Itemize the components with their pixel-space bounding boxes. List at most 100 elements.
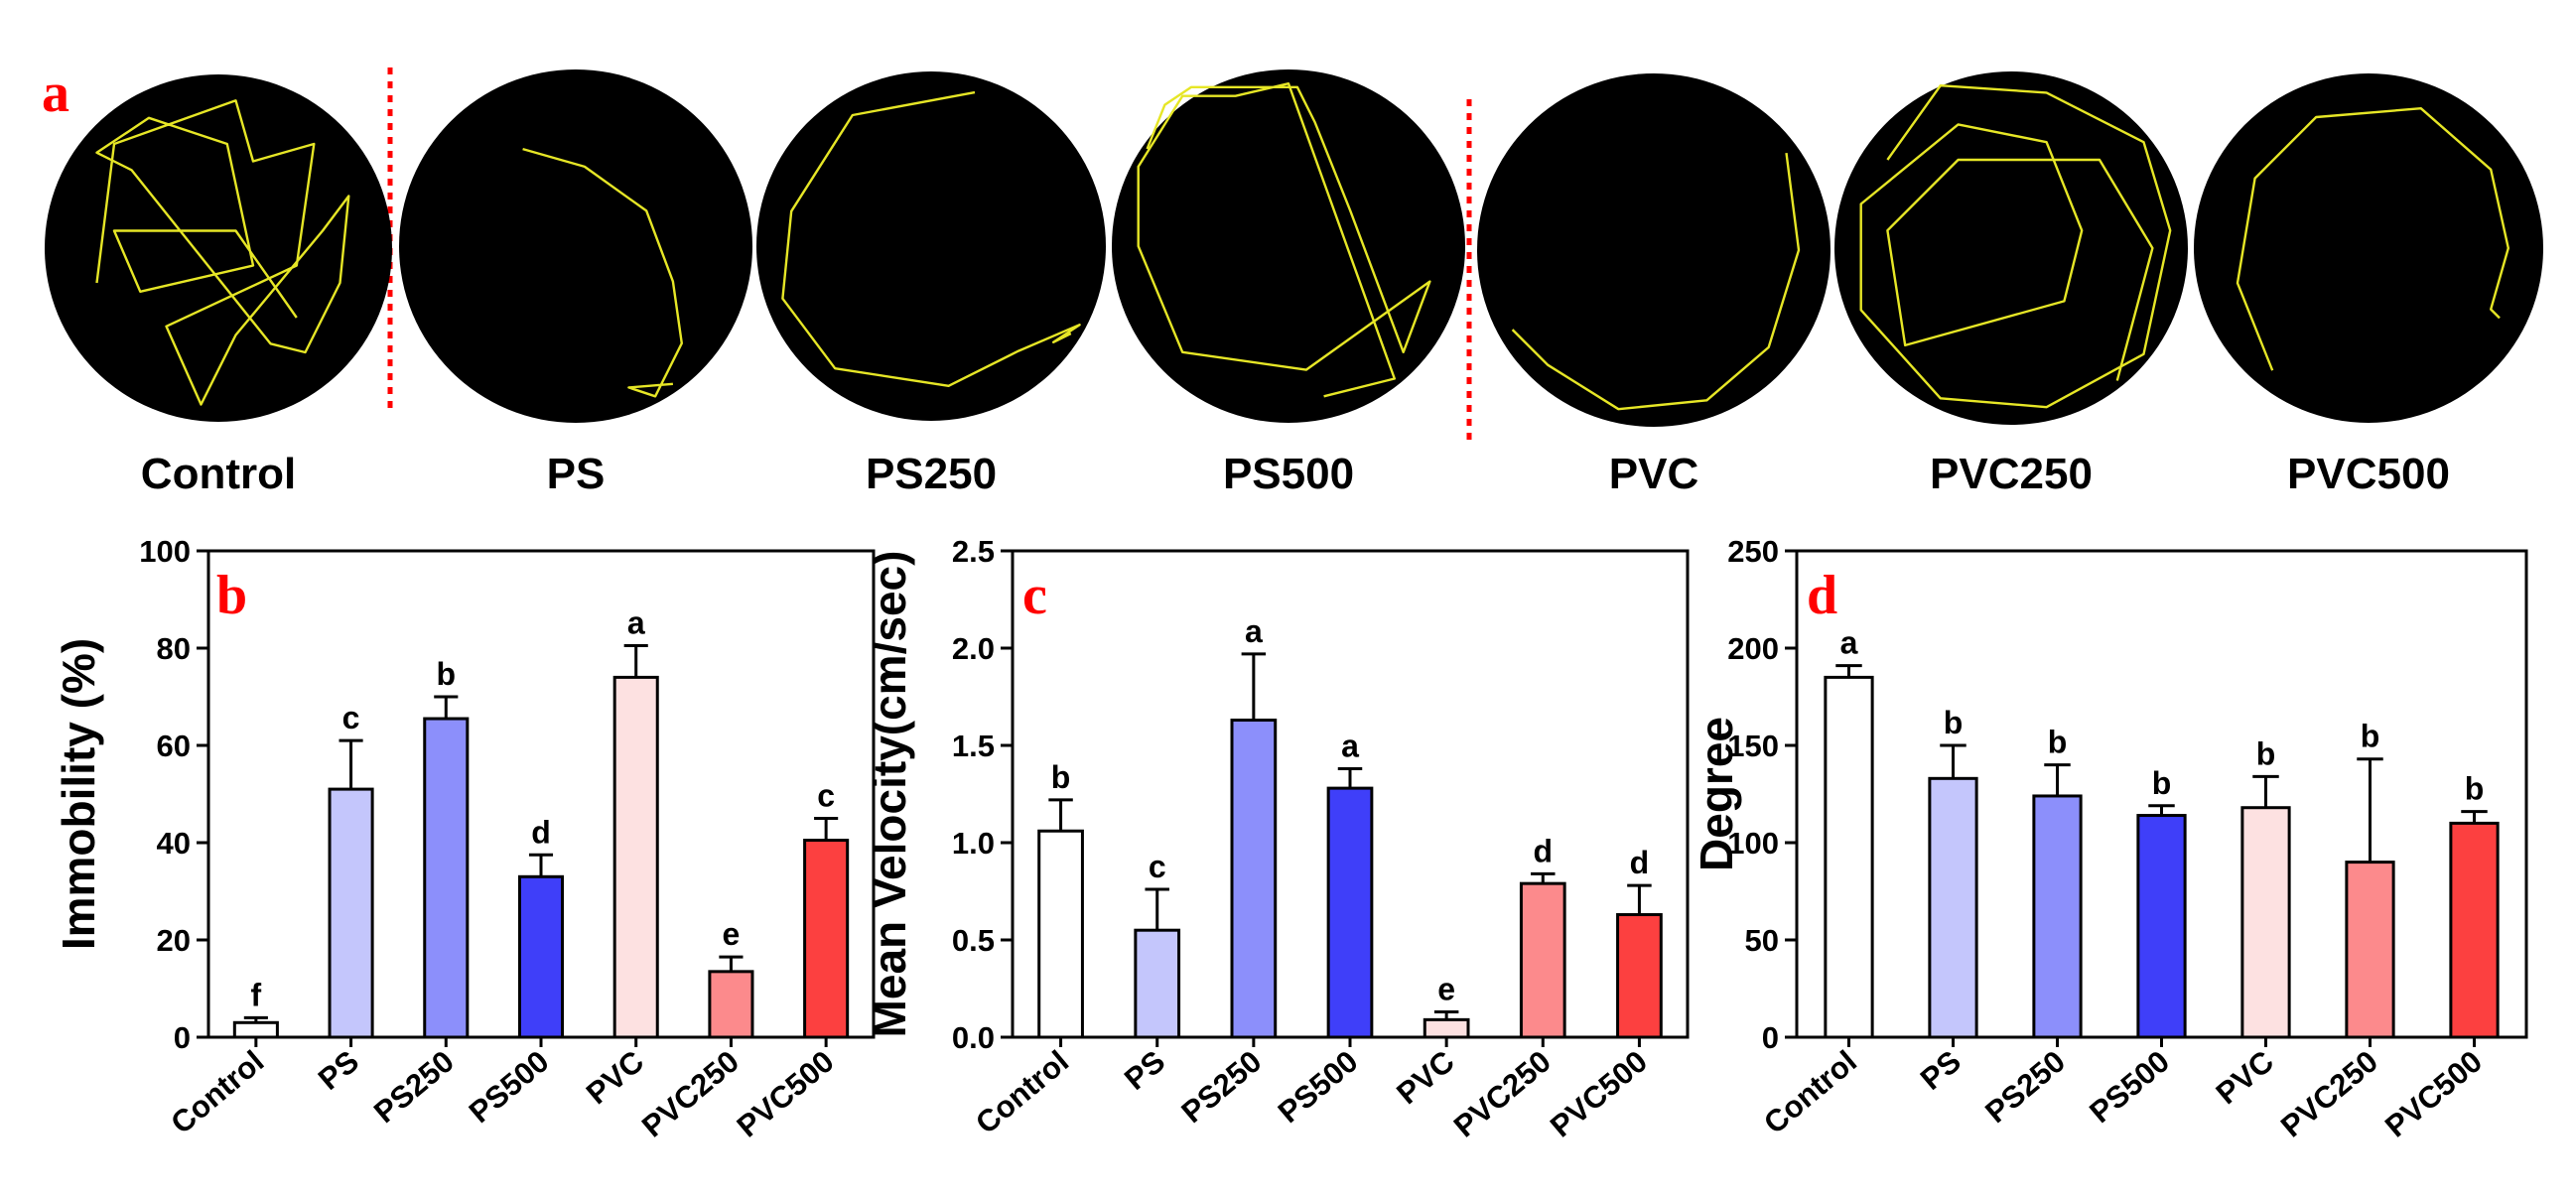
arena-circle-ps xyxy=(399,69,752,423)
category-label-c-pvc500: PVC500 xyxy=(1544,1044,1654,1144)
significance-label-d-ps500: b xyxy=(2152,765,2172,801)
significance-label-b-control: f xyxy=(251,977,262,1012)
arena-ps500: PS500 xyxy=(1112,69,1465,498)
significance-label-c-pvc: e xyxy=(1437,972,1455,1007)
arena-circle-ps500 xyxy=(1112,69,1465,423)
y-tick-label-b: 100 xyxy=(139,534,191,569)
bar-d-pvc250 xyxy=(2345,861,2395,1039)
arena-control: Control xyxy=(45,74,392,498)
significance-label-c-ps: c xyxy=(1149,849,1166,884)
y-axis-title-d: Degree xyxy=(1691,717,1742,871)
y-tick-label-c: 0.0 xyxy=(952,1020,995,1055)
bar-c-ps500 xyxy=(1326,786,1374,1039)
category-label-b-pvc250: PVC250 xyxy=(635,1044,746,1144)
arena-ps: PS xyxy=(399,69,752,498)
significance-label-d-ps250: b xyxy=(2048,725,2068,760)
y-tick-label-c: 1.0 xyxy=(952,826,995,861)
significance-label-b-ps: c xyxy=(342,700,360,735)
bar-d-ps xyxy=(1928,776,1978,1039)
y-tick-label-d: 0 xyxy=(1762,1020,1779,1055)
bar-d-ps500 xyxy=(2136,814,2187,1039)
trajectory-pvc500 xyxy=(2236,106,2510,371)
category-label-d-control: Control xyxy=(1757,1044,1863,1141)
panel-letter-b: b xyxy=(216,565,247,626)
trajectory-ps500 xyxy=(1137,81,1431,398)
significance-label-c-pvc500: d xyxy=(1630,845,1650,880)
category-label-c-pvc250: PVC250 xyxy=(1447,1044,1558,1144)
bar-d-control xyxy=(1824,675,1874,1039)
significance-label-d-control: a xyxy=(1840,625,1858,661)
trajectory-control xyxy=(95,99,350,406)
category-label-d-pvc500: PVC500 xyxy=(2378,1044,2489,1144)
category-label-d-ps: PS xyxy=(1914,1044,1967,1097)
significance-label-b-pvc: a xyxy=(627,605,645,641)
category-label-c-ps250: PS250 xyxy=(1175,1044,1269,1131)
arena-label-pvc: PVC xyxy=(1609,450,1698,498)
arena-circle-pvc xyxy=(1477,73,1830,427)
category-label-c-pvc: PVC xyxy=(1390,1044,1460,1112)
category-label-b-pvc500: PVC500 xyxy=(731,1044,841,1144)
panel-letter-a: a xyxy=(42,63,69,124)
category-label-c-control: Control xyxy=(969,1044,1075,1141)
arena-label-ps500: PS500 xyxy=(1223,450,1354,498)
category-label-b-ps250: PS250 xyxy=(367,1044,461,1131)
panel-letter-c: c xyxy=(1022,565,1047,626)
significance-label-b-pvc250: e xyxy=(723,916,741,952)
bar-c-control xyxy=(1037,829,1084,1039)
bar-b-pvc500 xyxy=(803,839,850,1039)
significance-label-d-pvc250: b xyxy=(2361,719,2380,754)
bar-b-ps250 xyxy=(423,717,470,1039)
y-tick-label-b: 20 xyxy=(157,923,191,958)
arena-circle-pvc500 xyxy=(2194,73,2543,423)
arena-circle-pvc250 xyxy=(1834,71,2188,425)
panel-c-velocity-chart: c 0.0 0.5 1.0 1.5 2.0 2.5 Mean Velocity(cm/sec… xyxy=(864,534,1690,1144)
category-label-b-pvc: PVC xyxy=(580,1044,650,1112)
y-axis-title-c: Mean Velocity(cm/sec) xyxy=(864,551,915,1038)
y-tick-label-d: 50 xyxy=(1745,923,1779,958)
panel-letter-d: d xyxy=(1807,565,1837,626)
category-label-b-control: Control xyxy=(164,1044,270,1141)
y-tick-label-b: 40 xyxy=(157,826,191,861)
y-tick-label-d: 150 xyxy=(1727,729,1779,763)
arena-circle-control xyxy=(45,74,392,422)
significance-label-b-ps250: b xyxy=(437,656,457,692)
y-tick-label-c: 2.0 xyxy=(952,631,995,666)
category-label-b-ps500: PS500 xyxy=(463,1044,556,1131)
significance-label-d-ps: b xyxy=(1944,705,1964,740)
bar-c-ps xyxy=(1134,928,1181,1039)
bar-b-control xyxy=(232,1020,279,1039)
significance-label-b-ps500: d xyxy=(531,814,551,850)
trajectory-ps xyxy=(522,147,683,398)
y-tick-label-c: 2.5 xyxy=(952,534,995,569)
category-label-d-pvc: PVC xyxy=(2210,1044,2280,1112)
bar-c-pvc xyxy=(1423,1017,1470,1039)
bar-c-ps250 xyxy=(1230,719,1278,1039)
significance-label-c-control: b xyxy=(1051,759,1071,795)
y-tick-label-c: 0.5 xyxy=(952,923,995,958)
category-label-d-ps500: PS500 xyxy=(2083,1044,2176,1131)
category-label-d-ps250: PS250 xyxy=(1978,1044,2072,1131)
arena-label-ps250: PS250 xyxy=(866,450,997,498)
bar-b-ps500 xyxy=(517,874,565,1039)
arena-label-pvc500: PVC500 xyxy=(2287,450,2450,498)
trajectory-ps250 xyxy=(781,90,1081,387)
y-tick-label-c: 1.5 xyxy=(952,729,995,763)
y-tick-label-d: 100 xyxy=(1727,826,1779,861)
significance-label-c-ps500: a xyxy=(1341,729,1359,764)
significance-label-d-pvc500: b xyxy=(2465,771,2485,807)
arena-label-control: Control xyxy=(141,450,296,498)
category-label-d-pvc250: PVC250 xyxy=(2274,1044,2384,1144)
significance-label-d-pvc: b xyxy=(2256,735,2276,771)
y-tick-label-d: 200 xyxy=(1727,631,1779,666)
category-label-b-ps: PS xyxy=(312,1044,365,1097)
arena-pvc250: PVC250 xyxy=(1834,71,2188,498)
bar-d-pvc500 xyxy=(2449,821,2500,1039)
bar-c-pvc250 xyxy=(1519,881,1566,1039)
y-tick-label-b: 0 xyxy=(174,1020,191,1055)
panel-b-immobility-chart: b 0 20 40 60 80 100 Immobility (%) f Control c PS b… xyxy=(53,534,876,1144)
panel-d-degree-chart: d 0 50 100 150 200 250 Degree a Control b PS b PS250… xyxy=(1691,534,2528,1144)
significance-label-c-ps250: a xyxy=(1245,613,1263,649)
trajectory-pvc250 xyxy=(1859,83,2172,409)
bar-b-pvc xyxy=(612,675,659,1039)
